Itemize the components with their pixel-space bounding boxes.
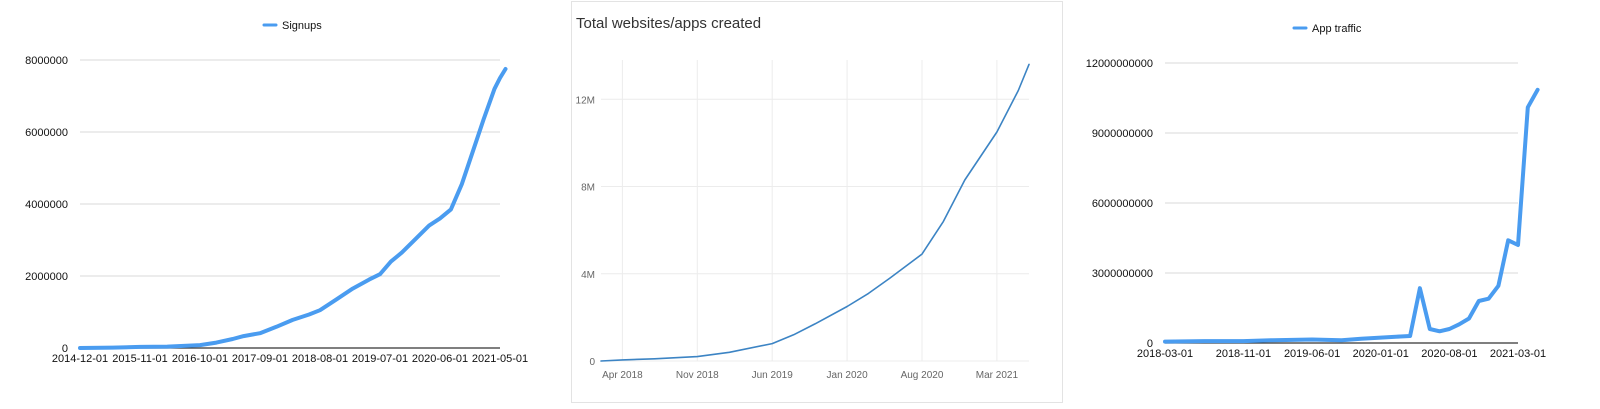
websites-chart: Total websites/apps created 0 4M 8M 12M Apr 2… — [571, 0, 1063, 404]
series-line — [601, 64, 1029, 361]
x-tick-label: 2014-12-01 — [52, 353, 108, 365]
series-line — [1165, 90, 1538, 342]
x-tick-label: 2021-03-01 — [1490, 348, 1546, 360]
x-tick-label: 2018-08-01 — [292, 353, 348, 365]
legend-label: App traffic — [1312, 23, 1362, 35]
y-tick-label: 12M — [576, 95, 595, 106]
legend-label: Signups — [282, 20, 322, 32]
x-tick-label: 2019-06-01 — [1284, 348, 1340, 360]
x-tick-label: Mar 2021 — [976, 370, 1019, 381]
x-tick-label: Apr 2018 — [602, 370, 643, 381]
y-tick-label: 8000000 — [25, 55, 68, 67]
y-tick-label: 6000000 — [25, 127, 68, 139]
x-tick-label: 2021-05-01 — [472, 353, 528, 365]
websites-chart-panel: Total websites/apps created 0 4M 8M 12M Apr 2… — [571, 0, 1063, 404]
x-tick-label: Nov 2018 — [676, 370, 719, 381]
x-tick-label: Jun 2019 — [752, 370, 794, 381]
y-tick-label: 2000000 — [25, 271, 68, 283]
y-tick-label: 8M — [581, 183, 595, 194]
y-tick-label: 4000000 — [25, 199, 68, 211]
x-tick-label: 2020-06-01 — [412, 353, 468, 365]
chart-title: Total websites/apps created — [576, 15, 761, 32]
series-line — [80, 69, 506, 348]
x-tick-label: Jan 2020 — [827, 370, 869, 381]
x-tick-label: 2019-07-01 — [352, 353, 408, 365]
traffic-chart: 0300000000060000000009000000000120000000… — [1083, 0, 1600, 404]
x-tick-label: 2015-11-01 — [112, 353, 167, 365]
x-tick-label: 2020-08-01 — [1421, 348, 1477, 360]
y-tick-label: 12000000000 — [1086, 58, 1153, 70]
y-tick-label: 4M — [581, 270, 595, 281]
x-tick-label: Aug 2020 — [901, 370, 944, 381]
y-tick-label: 6000000000 — [1092, 198, 1153, 210]
x-tick-label: 2016-10-01 — [172, 353, 228, 365]
x-tick-label: 2020-01-01 — [1353, 348, 1409, 360]
x-tick-label: 2017-09-01 — [232, 353, 288, 365]
x-tick-label: 2018-11-01 — [1216, 348, 1271, 360]
x-tick-label: 2018-03-01 — [1137, 348, 1193, 360]
y-tick-label: 9000000000 — [1092, 128, 1153, 140]
y-tick-label: 0 — [589, 357, 595, 368]
y-tick-label: 3000000000 — [1092, 268, 1153, 280]
